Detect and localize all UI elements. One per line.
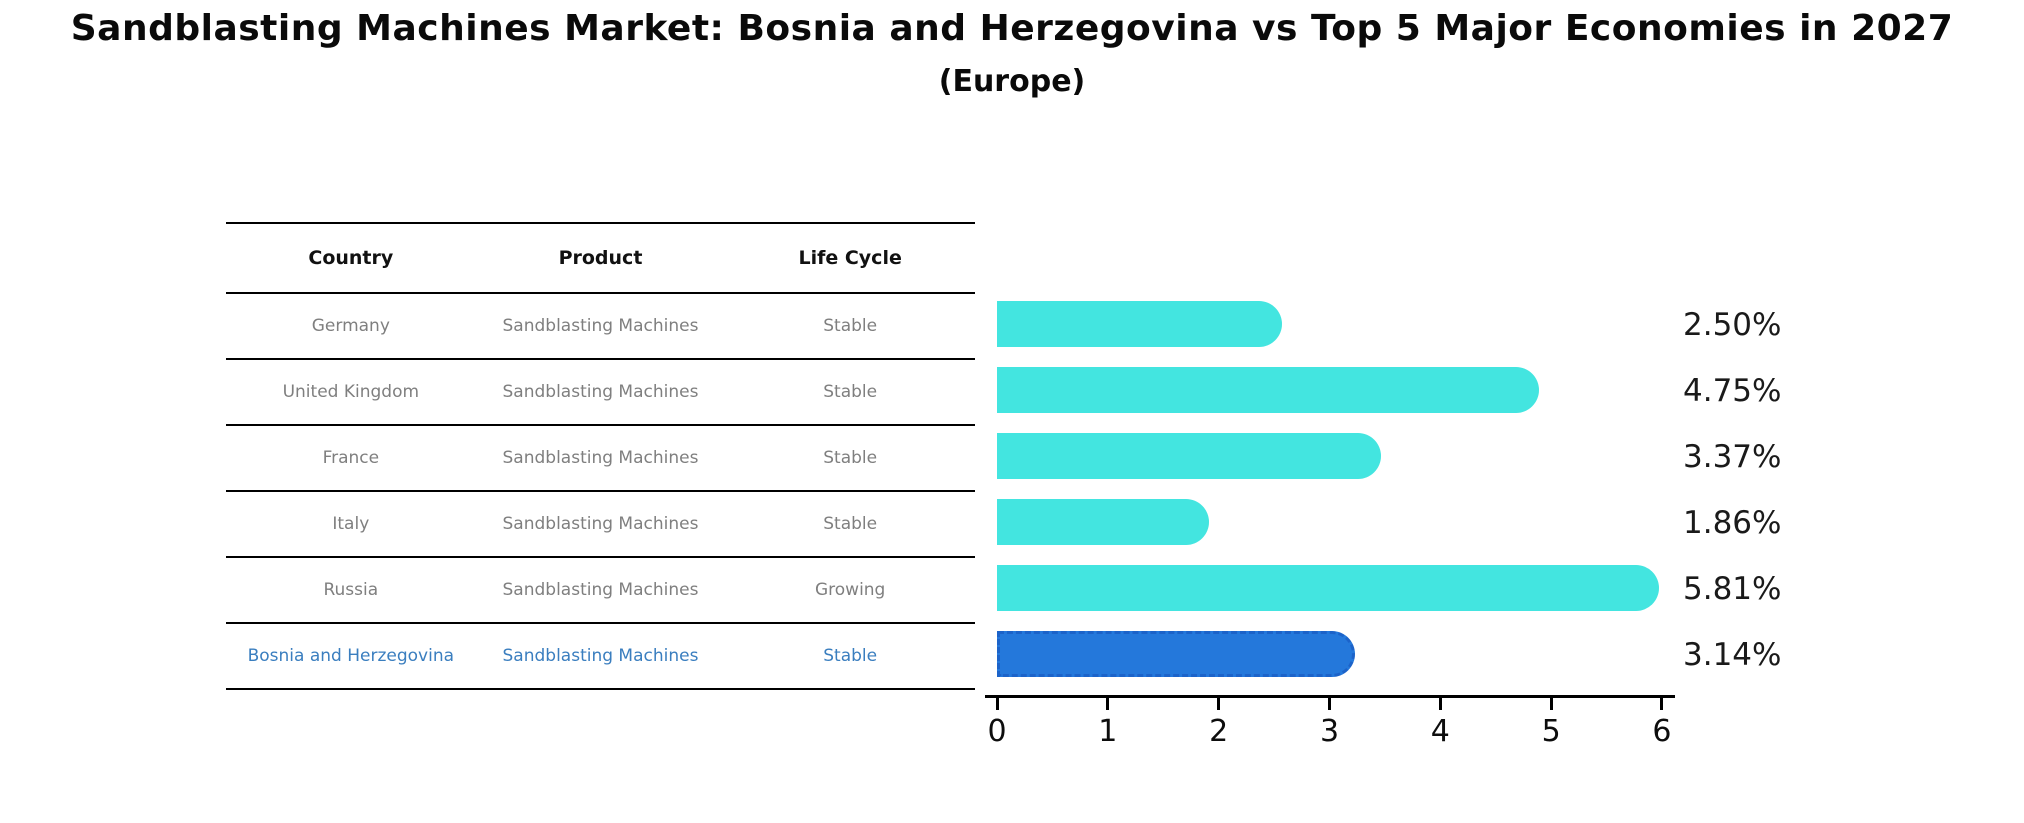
- x-axis-tick-label: 6: [1652, 714, 1672, 749]
- x-axis-tick-mark: [1106, 697, 1110, 710]
- table-row-france: France Sandblasting Machines Stable: [226, 426, 975, 492]
- chart-title: Sandblasting Machines Market: Bosnia and…: [70, 8, 1954, 49]
- table-header-product: Product: [558, 247, 643, 269]
- table-row-united-kingdom: United Kingdom Sandblasting Machines Stabl…: [226, 360, 975, 426]
- x-axis-tick-label: 0: [987, 714, 1007, 749]
- table-cell-lifecycle: Stable: [823, 316, 878, 336]
- x-axis-tick-label: 2: [1209, 714, 1229, 749]
- table-cell-product: Sandblasting Machines: [502, 646, 699, 666]
- bar-italy: [997, 499, 1210, 545]
- table-header-lifecycle: Life Cycle: [798, 247, 902, 269]
- bar-value-label-bosnia-and-herzegovina: 3.14%: [1683, 637, 1782, 673]
- table-row-russia: Russia Sandblasting Machines Growing: [226, 558, 975, 624]
- table-cell-lifecycle: Stable: [823, 448, 878, 468]
- table-cell-country: France: [322, 448, 380, 468]
- bar-bosnia-and-herzegovina: [997, 631, 1355, 677]
- table-cell-product: Sandblasting Machines: [502, 448, 699, 468]
- bar-france: [997, 433, 1382, 479]
- x-axis-tick-mark: [1327, 697, 1331, 710]
- table-cell-country: Bosnia and Herzegovina: [247, 646, 455, 666]
- x-axis-tick-mark: [1660, 697, 1664, 710]
- bar-germany: [997, 301, 1282, 347]
- x-axis-tick-label: 5: [1541, 714, 1561, 749]
- x-axis-tick-label: 4: [1430, 714, 1450, 749]
- x-axis-tick-mark: [1438, 697, 1442, 710]
- x-axis-tick-mark: [995, 697, 999, 710]
- table-cell-country: Russia: [323, 580, 379, 600]
- x-axis-tick-mark: [1217, 697, 1221, 710]
- table-cell-country: Italy: [332, 514, 370, 534]
- bar-value-label-france: 3.37%: [1683, 439, 1782, 475]
- table-row-bosnia-and-herzegovina: Bosnia and Herzegovina Sandblasting Machi…: [226, 624, 975, 690]
- bar-value-label-united-kingdom: 4.75%: [1683, 373, 1782, 409]
- bar-value-label-russia: 5.81%: [1683, 571, 1782, 607]
- x-axis-tick-label: 3: [1319, 714, 1340, 749]
- table-cell-country: Germany: [311, 316, 390, 336]
- table-row-italy: Italy Sandblasting Machines Stable: [226, 492, 975, 558]
- chart-subtitle: (Europe): [938, 64, 1086, 99]
- table-cell-product: Sandblasting Machines: [502, 382, 699, 402]
- bar-united-kingdom: [997, 367, 1539, 413]
- table-cell-lifecycle: Growing: [814, 580, 886, 600]
- table-row-germany: Germany Sandblasting Machines Stable: [226, 294, 975, 360]
- table-cell-product: Sandblasting Machines: [502, 514, 699, 534]
- table-cell-product: Sandblasting Machines: [502, 580, 699, 600]
- x-axis-line: [985, 695, 1675, 698]
- bar-value-label-germany: 2.50%: [1683, 307, 1782, 343]
- bar-russia: [997, 565, 1660, 611]
- x-axis-tick-label: 1: [1098, 714, 1118, 749]
- table-cell-product: Sandblasting Machines: [502, 316, 699, 336]
- bar-value-label-italy: 1.86%: [1683, 505, 1782, 541]
- table-cell-lifecycle: Stable: [823, 382, 878, 402]
- table-cell-lifecycle: Stable: [823, 514, 878, 534]
- table-header-country: Country: [308, 247, 394, 269]
- x-axis-tick-mark: [1549, 697, 1553, 710]
- table-cell-country: United Kingdom: [282, 382, 420, 402]
- table-body: Germany Sandblasting Machines Stable United…: [226, 294, 975, 690]
- table-header-row: Country Product Life Cycle: [226, 224, 975, 294]
- table-cell-lifecycle: Stable: [823, 646, 878, 666]
- country-table: Country Product Life Cycle Germany Sandbl…: [226, 222, 975, 690]
